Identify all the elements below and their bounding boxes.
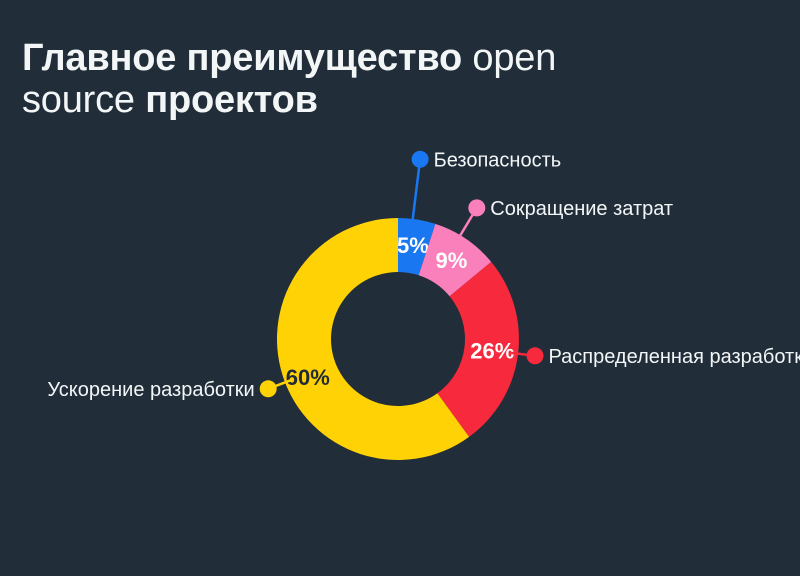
donut-slice-3 xyxy=(276,218,470,460)
callout-line-0 xyxy=(410,159,422,226)
page-title: Главное преимущество open source проекто… xyxy=(22,37,556,121)
callout-dot-0 xyxy=(411,150,429,168)
slice-percent-3: 60% xyxy=(286,365,330,390)
callout-label-0: Безопасность xyxy=(434,149,562,171)
donut-slice-2 xyxy=(437,261,519,437)
title-line1-regular: open xyxy=(462,37,557,79)
title-line-2: source проектов xyxy=(22,79,556,121)
slice-percent-1: 9% xyxy=(436,248,468,273)
callout-label-2: Распределенная разработка xyxy=(549,346,800,368)
callout-dot-2 xyxy=(526,347,544,365)
slice-percent-0: 5% xyxy=(397,233,429,258)
title-line2-regular: source xyxy=(22,79,135,121)
callout-label-3: Ускорение разработки xyxy=(47,379,254,401)
callout-dot-1 xyxy=(468,199,486,217)
callout-label-1: Сокращение затрат xyxy=(490,198,673,220)
slice-percent-2: 26% xyxy=(470,339,514,364)
donut-slice-0 xyxy=(398,217,436,276)
title-line2-bold: проектов xyxy=(134,79,318,121)
title-line-1: Главное преимущество open xyxy=(22,37,556,79)
title-line1-bold: Главное преимущество xyxy=(22,37,463,79)
callout-dot-3 xyxy=(259,380,277,398)
donut-slice-1 xyxy=(418,223,492,297)
